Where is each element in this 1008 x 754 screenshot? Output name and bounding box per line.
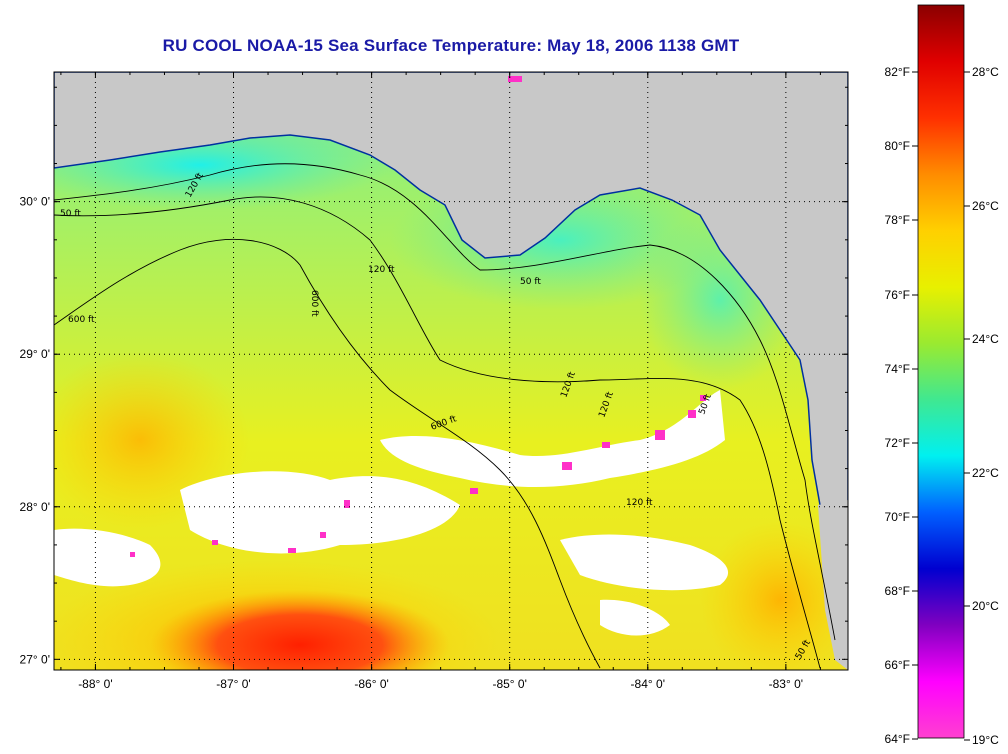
contour-label: 600 ft [309,290,319,317]
celsius-label: 20°C [972,599,999,613]
fahrenheit-label: 76°F [885,288,910,302]
fahrenheit-label: 70°F [885,510,910,524]
fahrenheit-label: 68°F [885,584,910,598]
celsius-label: 26°C [972,199,999,213]
fahrenheit-label: 74°F [885,362,910,376]
latitude-label: 28° 0' [20,500,50,514]
fahrenheit-label: 72°F [885,436,910,450]
contour-50ft [54,163,836,641]
celsius-label: 22°C [972,466,999,480]
contour-600ft [54,238,601,669]
longitude-label: -83° 0' [769,677,803,691]
fahrenheit-label: 64°F [885,732,910,746]
map-frame [53,71,849,671]
longitude-label: -88° 0' [78,677,112,691]
fahrenheit-label: 80°F [885,139,910,153]
bathymetry-contours [54,163,836,669]
map-panel: 50 ft 120 ft 600 ft 120 ft 50 ft 120 ft … [54,72,848,670]
contour-label: 120 ft [368,265,395,275]
warm-water-east [700,520,848,670]
latitude-label: 29° 0' [20,347,50,361]
longitude-label: -84° 0' [631,677,665,691]
map-title: RU COOL NOAA-15 Sea Surface Temperature:… [162,36,740,55]
longitude-label: -86° 0' [354,677,388,691]
fahrenheit-label: 82°F [885,65,910,79]
contour-label: 120 ft [626,498,653,508]
land-mass-coast [54,72,848,561]
fahrenheit-label: 66°F [885,658,910,672]
contour-label: 50 ft [520,277,541,287]
cloud-cover [54,390,729,636]
celsius-label: 28°C [972,65,999,79]
map-axes: 30° 0' 29° 0' 28° 0' 27° 0' -88° 0' -87° 0' -8… [20,72,848,691]
latitude-label: 27° 0' [20,652,50,666]
contour-label: 600 ft [68,315,95,325]
colorbar-axes: 82°F 80°F 78°F 76°F 74°F 72°F 70°F 68°F 66°F 64°F… [885,65,1000,747]
contour-label: 50 ft [60,209,81,219]
celsius-label: 19°C [972,733,999,747]
contour-120ft [54,196,821,669]
temperature-colorbar [917,4,965,739]
cold-cloud-edges [130,76,706,557]
longitude-label: -87° 0' [216,677,250,691]
peninsula-east-coast [818,500,848,670]
fahrenheit-label: 78°F [885,213,910,227]
loop-current-warm-core [150,590,450,670]
longitude-label: -85° 0' [492,677,526,691]
latitude-label: 30° 0' [20,195,50,209]
celsius-label: 24°C [972,332,999,346]
